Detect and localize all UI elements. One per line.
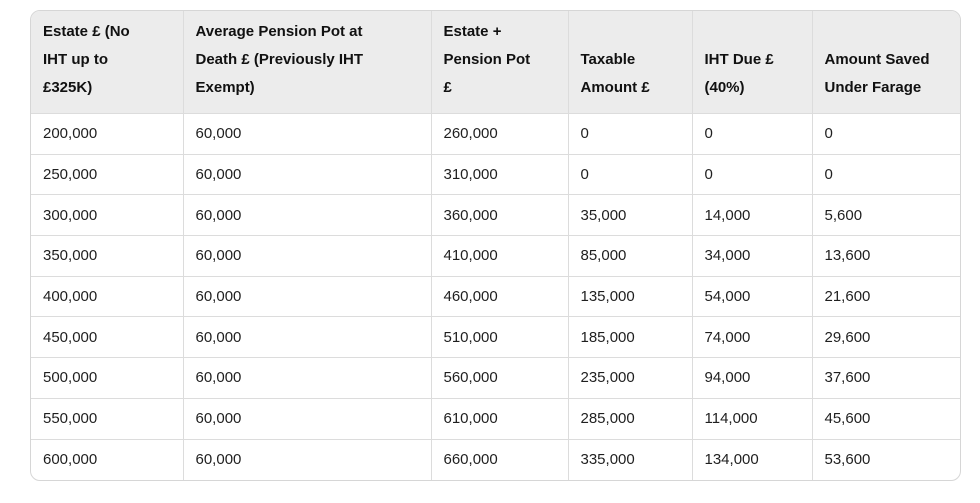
table-cell: 350,000 [31,235,184,277]
column-header-iht-due: IHT Due £ (40%) [692,11,813,114]
table-cell: 335,000 [568,439,693,480]
table-row: 500,000 60,000 560,000 235,000 94,000 37… [31,357,960,399]
table-cell: 310,000 [431,154,569,196]
table-cell: 60,000 [183,316,432,359]
table-cell: 13,600 [812,235,960,277]
table-cell: 360,000 [431,194,569,237]
table-cell: 285,000 [568,398,693,440]
table-cell: 94,000 [692,357,813,399]
column-header-estate: Estate £ (No IHT up to £325K) [31,11,184,114]
table-cell: 0 [568,113,693,155]
table-cell: 400,000 [31,276,184,318]
table-cell: 450,000 [31,316,184,359]
table-cell: 60,000 [183,113,432,155]
table-cell: 60,000 [183,154,432,196]
table-cell: 60,000 [183,194,432,237]
table-cell: 37,600 [812,357,960,399]
table-cell: 235,000 [568,357,693,399]
table-cell: 29,600 [812,316,960,359]
table-cell: 0 [692,154,813,196]
table-cell: 60,000 [183,276,432,318]
table-cell: 460,000 [431,276,569,318]
column-header-estate-plus-pension: Estate + Pension Pot £ [431,11,569,114]
table-cell: 60,000 [183,235,432,277]
table-cell: 510,000 [431,316,569,359]
column-header-amount-saved: Amount Saved Under Farage [812,11,960,114]
table-cell: 0 [812,154,960,196]
table-cell: 250,000 [31,154,184,196]
column-header-pension-pot: Average Pension Pot at Death £ (Previous… [183,11,432,114]
table-cell: 300,000 [31,194,184,237]
table-cell: 600,000 [31,439,184,480]
table-row: 250,000 60,000 310,000 0 0 0 [31,154,960,196]
table-cell: 200,000 [31,113,184,155]
table-cell: 134,000 [692,439,813,480]
iht-table: Estate £ (No IHT up to £325K) Average Pe… [31,11,960,480]
table-cell: 500,000 [31,357,184,399]
table-row: 300,000 60,000 360,000 35,000 14,000 5,6… [31,194,960,237]
table-cell: 85,000 [568,235,693,277]
table-cell: 0 [692,113,813,155]
iht-table-container: Estate £ (No IHT up to £325K) Average Pe… [30,10,961,481]
table-cell: 5,600 [812,194,960,237]
table-cell: 54,000 [692,276,813,318]
table-cell: 135,000 [568,276,693,318]
table-cell: 185,000 [568,316,693,359]
table-cell: 0 [568,154,693,196]
table-cell: 260,000 [431,113,569,155]
table-cell: 21,600 [812,276,960,318]
table-cell: 53,600 [824,451,871,469]
table-cell: 60,000 [183,398,432,440]
table-cell: 560,000 [431,357,569,399]
table-row: 200,000 60,000 260,000 0 0 0 [31,113,960,155]
table-cell: 60,000 [183,439,432,480]
table-cell: 74,000 [692,316,813,359]
table-cell: 550,000 [31,398,184,440]
table-cell: 610,000 [431,398,569,440]
table-row: 350,000 60,000 410,000 85,000 34,000 13,… [31,235,960,277]
table-cell: 114,000 [692,398,813,440]
table-row: 450,000 60,000 510,000 185,000 74,000 29… [31,316,960,359]
column-header-taxable-amount: Taxable Amount £ [568,11,693,114]
table-cell: 60,000 [183,357,432,399]
table-cell: 45,600 [812,398,960,440]
table-cell: 410,000 [431,235,569,277]
table-cell: 34,000 [692,235,813,277]
table-cell: 660,000 [431,439,569,480]
table-row: 600,000 60,000 660,000 335,000 134,000 5… [31,439,960,480]
header-row: Estate £ (No IHT up to £325K) Average Pe… [31,11,960,114]
table-cell: 14,000 [692,194,813,237]
table-cell: 0 [812,113,960,155]
table-cell: 35,000 [568,194,693,237]
table-row: 550,000 60,000 610,000 285,000 114,000 4… [31,398,960,440]
table-row: 400,000 60,000 460,000 135,000 54,000 21… [31,276,960,318]
